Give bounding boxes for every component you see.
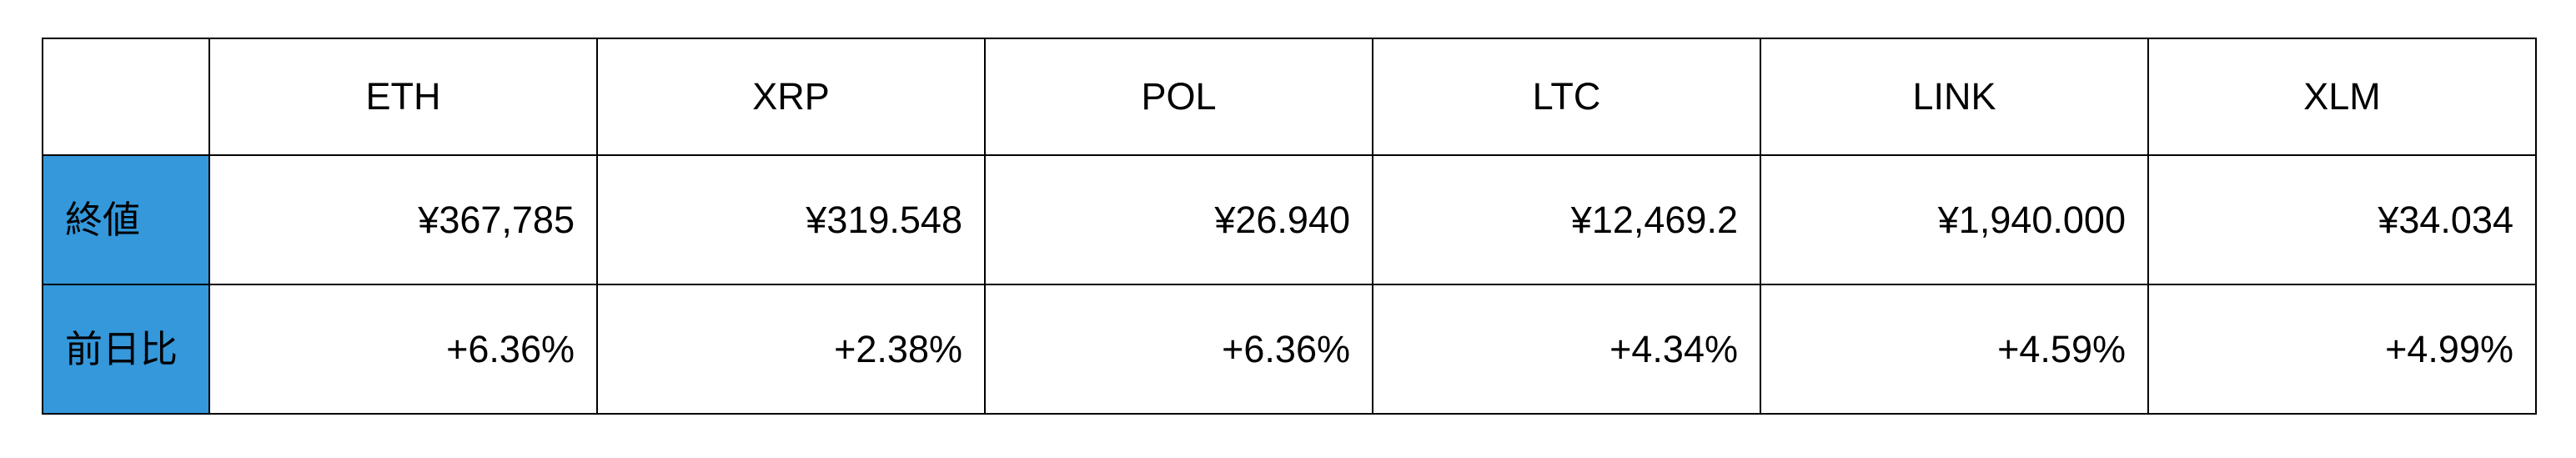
column-header-xlm: XLM [2147, 38, 2537, 156]
column-header-eth: ETH [208, 38, 598, 156]
closing-price-xrp: ¥319.548 [596, 154, 986, 285]
closing-price-pol: ¥26.940 [984, 154, 1373, 285]
crypto-price-table: ETH XRP POL LTC LINK XLM 終値 ¥367,785 ¥31… [42, 38, 2537, 415]
column-header-pol: POL [984, 38, 1373, 156]
closing-price-link: ¥1,940.000 [1760, 154, 2149, 285]
table-corner-cell [42, 38, 210, 156]
table-row-closing-price: 終値 ¥367,785 ¥319.548 ¥26.940 ¥12,469.2 ¥… [42, 154, 2537, 285]
column-header-ltc: LTC [1372, 38, 1761, 156]
daily-change-eth: +6.36% [208, 284, 598, 415]
daily-change-xlm: +4.99% [2147, 284, 2537, 415]
table-row-daily-change: 前日比 +6.36% +2.38% +6.36% +4.34% +4.59% +… [42, 284, 2537, 415]
row-header-daily-change: 前日比 [42, 284, 210, 415]
closing-price-ltc: ¥12,469.2 [1372, 154, 1761, 285]
daily-change-xrp: +2.38% [596, 284, 986, 415]
table-header-row: ETH XRP POL LTC LINK XLM [42, 38, 2537, 156]
row-header-closing-price: 終値 [42, 154, 210, 285]
column-header-xrp: XRP [596, 38, 986, 156]
closing-price-eth: ¥367,785 [208, 154, 598, 285]
daily-change-ltc: +4.34% [1372, 284, 1761, 415]
daily-change-pol: +6.36% [984, 284, 1373, 415]
daily-change-link: +4.59% [1760, 284, 2149, 415]
closing-price-xlm: ¥34.034 [2147, 154, 2537, 285]
column-header-link: LINK [1760, 38, 2149, 156]
